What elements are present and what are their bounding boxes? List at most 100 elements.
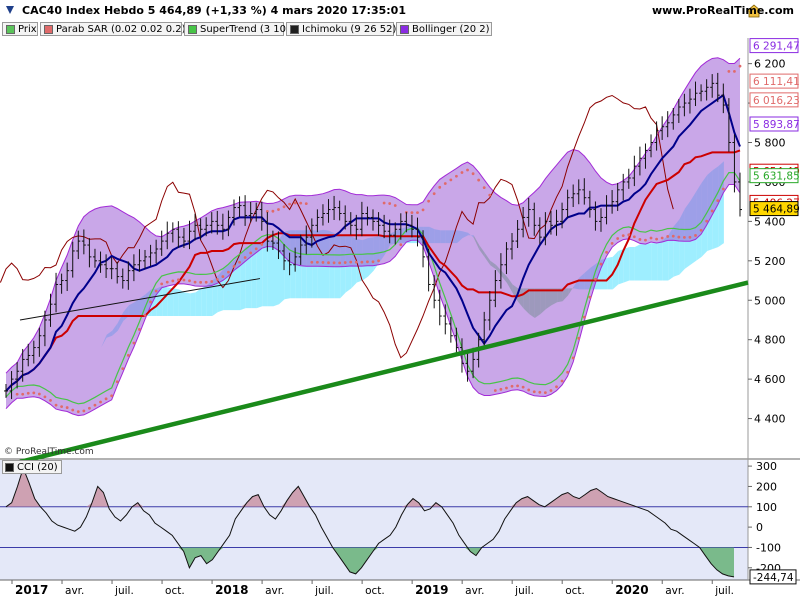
parabolic-sar-dot	[621, 234, 625, 238]
ichimoku-cloud-segment	[601, 257, 608, 290]
price-label-box	[749, 168, 799, 184]
parabolic-sar-dot	[532, 390, 536, 394]
parabolic-sar-dot	[460, 171, 464, 174]
parabolic-sar-dot	[644, 238, 647, 242]
parabolic-sar-dot	[366, 260, 369, 264]
parabolic-sar-dot	[315, 260, 319, 264]
price-label-text: 6 016,23	[753, 95, 800, 107]
legend-item-bollinger[interactable]: Bollinger (20 2)	[396, 22, 492, 36]
parabolic-sar-dot	[43, 395, 47, 399]
parabolic-sar-dot	[510, 384, 514, 388]
x-tick-label: juil.	[514, 585, 534, 597]
parabolic-sar-dot	[260, 242, 264, 246]
parabolic-sar-dot	[82, 409, 86, 413]
ichimoku-cloud-segment	[646, 243, 652, 281]
x-tick-label: juil.	[314, 585, 334, 597]
parabolic-sar-dot	[254, 247, 258, 251]
price-label-text: 5 631,85	[753, 171, 800, 183]
parabolic-sar-dot	[121, 367, 125, 371]
price-label-text: 6 291,47	[753, 41, 800, 53]
y-tick-label: 5 000	[754, 294, 786, 307]
ichimoku-cloud-segment	[640, 244, 646, 281]
cci-line	[5, 466, 735, 578]
ichimoku-cloud-segment	[156, 286, 163, 316]
legend-item-ichimoku[interactable]: Ichimoku (9 26 52)	[286, 22, 397, 36]
x-tick-label: oct.	[165, 585, 185, 597]
parabolic-sar-dot	[332, 261, 336, 265]
parabolic-sar-dot	[149, 300, 152, 304]
parabolic-sar-dot	[71, 408, 75, 412]
parabolic-sar-dot	[671, 234, 675, 238]
parabolic-sar-dot	[721, 187, 725, 191]
legend-swatch-icon	[400, 25, 409, 34]
parabolic-sar-dot	[410, 211, 414, 215]
legend-swatch-icon	[44, 25, 53, 34]
parabolic-sar-dot	[627, 233, 631, 237]
parabolic-sar-dot	[382, 201, 386, 205]
parabolic-sar-dot	[76, 410, 80, 414]
parabolic-sar-dot	[649, 236, 653, 240]
parabolic-sar-dot	[499, 387, 503, 391]
ichimoku-cloud-segment	[251, 243, 257, 309]
house-icon[interactable]	[746, 3, 762, 19]
parabolic-sar-dot	[538, 390, 542, 394]
y-tick-label: 5 200	[754, 255, 786, 268]
kijun-sen-line	[5, 149, 741, 392]
parabolic-sar-dot	[594, 277, 597, 281]
parabolic-sar-dot	[493, 389, 497, 392]
parabolic-sar-dot	[377, 259, 380, 263]
site-url[interactable]: www.ProRealTime.com	[651, 4, 794, 17]
parabolic-sar-dot	[132, 341, 136, 345]
price-label-text: 5 893,87	[753, 119, 800, 131]
parabolic-sar-dot	[571, 356, 575, 360]
x-tick-label: avr.	[465, 585, 484, 597]
parabolic-sar-dot	[154, 289, 158, 293]
parabolic-sar-dot	[660, 236, 664, 240]
parabolic-sar-dot	[110, 394, 114, 398]
parabolic-sar-dot	[327, 261, 330, 265]
ichimoku-cloud-segment	[634, 244, 641, 281]
header: CAC40 Index Hebdo 5 464,89 (+1,33 %) 4 m…	[0, 0, 800, 22]
parabolic-sar-dot	[482, 186, 486, 190]
ichimoku-cloud-segment	[629, 247, 635, 281]
parabolic-sar-dot	[416, 211, 419, 215]
parabolic-sar-dot	[438, 185, 442, 189]
parabolic-sar-dot	[694, 234, 697, 237]
parabolic-sar-dot	[588, 295, 592, 299]
parabolic-sar-dot	[165, 280, 169, 284]
parabolic-sar-dot	[282, 205, 286, 209]
legend-label: Ichimoku (9 26 52)	[302, 24, 397, 35]
parabolic-sar-dot	[516, 384, 519, 388]
parabolic-sar-dot	[349, 260, 353, 264]
legend-item-supertrend[interactable]: SuperTrend (3 10)	[184, 22, 290, 36]
legend-swatch-icon	[6, 25, 15, 34]
ichimoku-cloud-segment	[190, 292, 196, 316]
legend-swatch-icon	[290, 25, 299, 34]
parabolic-sar-dot	[26, 391, 30, 395]
copyright-label: © ProRealTime.com	[4, 447, 94, 457]
parabolic-sar-dot	[677, 235, 681, 239]
x-tick-label: oct.	[365, 585, 385, 597]
parabolic-sar-dot	[310, 260, 314, 264]
y-tick-label: 4 800	[754, 334, 786, 347]
cci-y-tick-label: 100	[756, 501, 777, 514]
parabolic-sar-dot	[616, 237, 620, 240]
legend-item-prix[interactable]: Prix	[2, 22, 38, 36]
x-tick-label: 2020	[615, 583, 648, 597]
parabolic-sar-dot	[338, 261, 342, 265]
ichimoku-cloud-segment	[201, 285, 207, 316]
parabolic-sar-dot	[54, 403, 58, 407]
parabolic-sar-dot	[171, 279, 175, 283]
parabolic-sar-dot	[560, 379, 564, 383]
parabolic-sar-dot	[505, 386, 508, 390]
legend-item-parab[interactable]: Parab SAR (0.02 0.02 0.2)	[40, 22, 186, 36]
parabolic-sar-dot	[299, 201, 303, 205]
cci-legend[interactable]: CCI (20)	[2, 460, 62, 474]
parabolic-sar-dot	[682, 235, 686, 239]
parabolic-sar-dot	[521, 385, 525, 389]
parabolic-sar-dot	[215, 277, 219, 281]
collapse-arrow-icon[interactable]	[2, 2, 18, 18]
parabolic-sar-dot	[427, 199, 431, 203]
parabolic-sar-dot	[471, 172, 475, 176]
parabolic-sar-dot	[221, 275, 225, 278]
